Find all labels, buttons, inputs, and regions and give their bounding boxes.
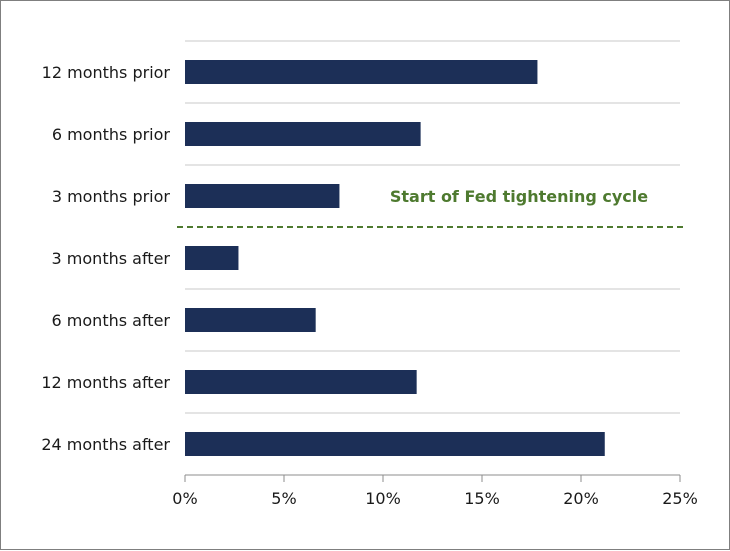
category-labels: 12 months prior 6 months prior 3 months pr…: [41, 63, 170, 454]
x-tick-label: 15%: [464, 489, 500, 508]
bar-24-months-after: [185, 432, 605, 456]
bar-12-months-after: [185, 370, 417, 394]
fed-tightening-annotation: Start of Fed tightening cycle: [390, 187, 648, 206]
bar-6-months-after: [185, 308, 316, 332]
x-tick-label: 25%: [662, 489, 698, 508]
category-label: 24 months after: [41, 435, 170, 454]
x-axis-ticks: 0% 5% 10% 15% 20% 25%: [172, 475, 698, 508]
category-label: 6 months prior: [52, 125, 171, 144]
category-label: 12 months prior: [42, 63, 171, 82]
x-tick-label: 0%: [172, 489, 197, 508]
gridlines: [185, 40, 680, 476]
bar-12-months-prior: [185, 60, 538, 84]
category-label: 12 months after: [41, 373, 170, 392]
bars: [185, 60, 605, 456]
x-tick-label: 10%: [365, 489, 401, 508]
bar-3-months-after: [185, 246, 239, 270]
x-tick-label: 20%: [563, 489, 599, 508]
bar-6-months-prior: [185, 122, 421, 146]
bar-3-months-prior: [185, 184, 340, 208]
category-label: 3 months after: [52, 249, 171, 268]
x-tick-label: 5%: [271, 489, 296, 508]
category-label: 3 months prior: [52, 187, 171, 206]
category-label: 6 months after: [52, 311, 171, 330]
